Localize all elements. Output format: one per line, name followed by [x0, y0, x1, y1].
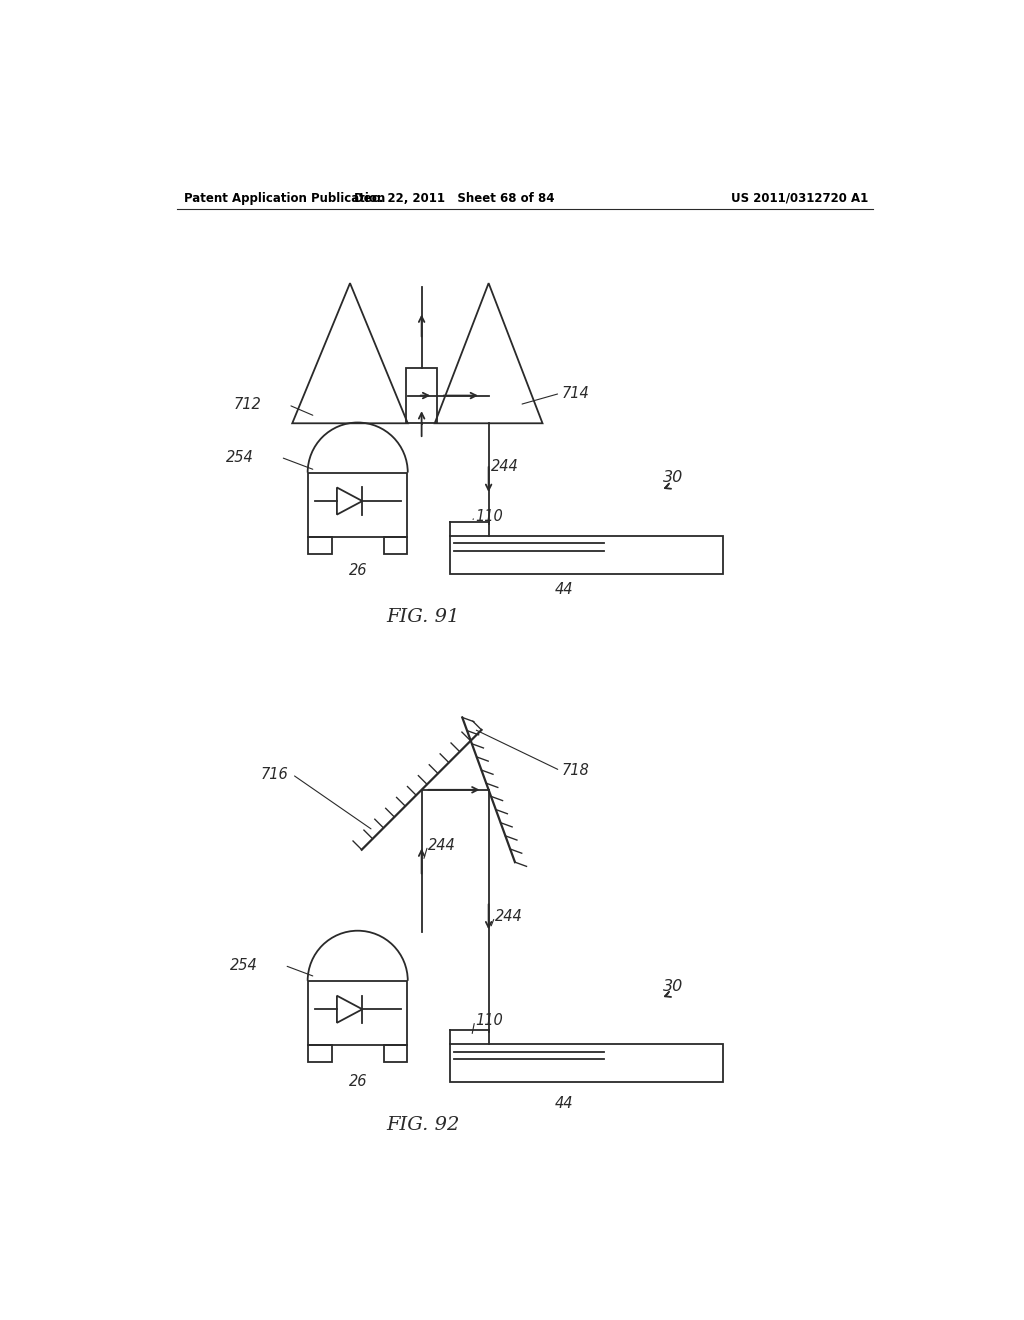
Text: 110: 110 [475, 510, 503, 524]
Text: 110: 110 [475, 1014, 503, 1028]
Text: 254: 254 [229, 958, 258, 973]
Text: 712: 712 [233, 397, 261, 412]
Bar [308, 1045, 332, 1063]
Bar [308, 981, 407, 1045]
Bar [451, 1044, 724, 1082]
Text: FIG. 92: FIG. 92 [386, 1115, 460, 1134]
Bar [451, 536, 724, 574]
Text: FIG. 91: FIG. 91 [386, 607, 460, 626]
Text: Dec. 22, 2011   Sheet 68 of 84: Dec. 22, 2011 Sheet 68 of 84 [353, 191, 554, 205]
Bar [384, 537, 407, 554]
Bar [308, 537, 332, 554]
Text: 30: 30 [664, 470, 684, 486]
Text: 244: 244 [495, 909, 522, 924]
Bar [308, 473, 407, 537]
Text: 26: 26 [348, 562, 367, 578]
Bar [384, 1045, 407, 1063]
Text: 716: 716 [261, 767, 289, 781]
Text: Patent Application Publication: Patent Application Publication [184, 191, 386, 205]
Bar [407, 368, 437, 424]
Text: US 2011/0312720 A1: US 2011/0312720 A1 [731, 191, 868, 205]
Text: 244: 244 [428, 838, 456, 853]
Text: 26: 26 [348, 1074, 367, 1089]
Text: 244: 244 [490, 459, 519, 474]
Text: 714: 714 [562, 385, 590, 401]
Text: 254: 254 [226, 450, 254, 465]
Text: 718: 718 [562, 763, 590, 777]
Text: 44: 44 [554, 582, 573, 597]
Text: 44: 44 [554, 1097, 573, 1111]
Text: 30: 30 [664, 978, 684, 994]
